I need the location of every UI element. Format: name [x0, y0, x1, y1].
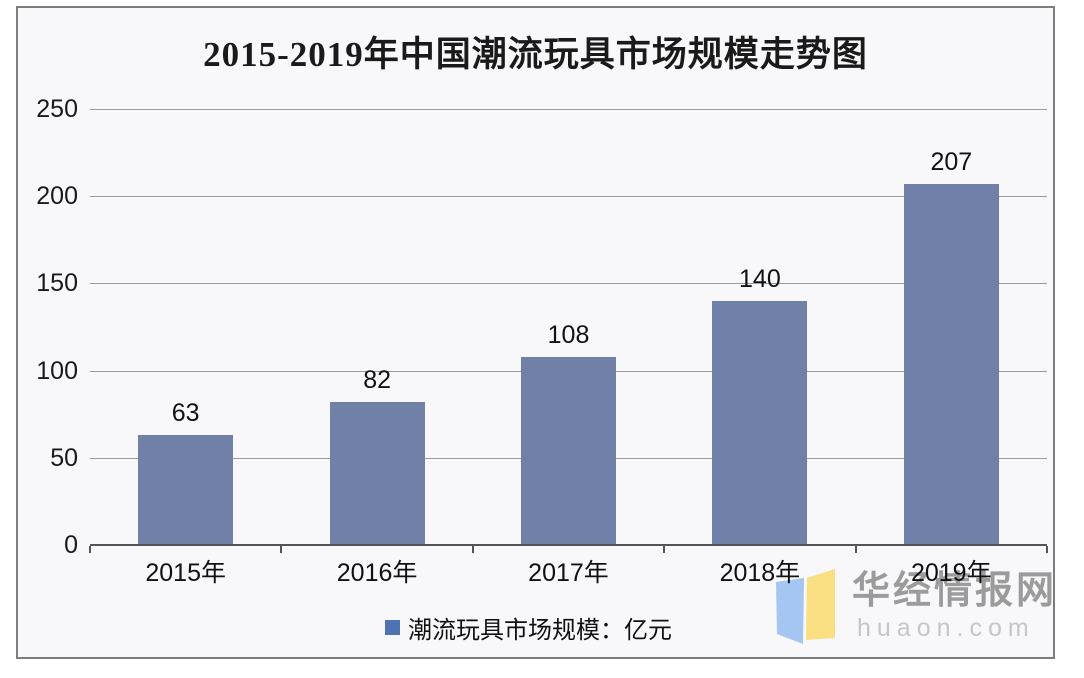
gridline-150 [90, 283, 1047, 285]
x-axis-tick [280, 546, 283, 553]
bar-2017年 [521, 356, 616, 545]
x-axis-tick [471, 546, 474, 553]
chart-title: 2015-2019年中国潮流玩具市场规模走势图 [203, 35, 868, 74]
y-axis-tick-label: 50 [50, 443, 78, 472]
bar-value-label: 140 [739, 264, 781, 293]
bar-2019年 [903, 183, 999, 545]
huaon-logo-icon [776, 569, 835, 644]
gridline-200 [90, 196, 1047, 198]
logo-left-page [776, 578, 804, 644]
x-axis-tick [663, 546, 666, 553]
bar-2015年 [138, 435, 234, 545]
x-axis-tick [1046, 546, 1048, 553]
x-axis-label-2018年: 2018年 [719, 559, 801, 587]
y-axis-tick-label: 200 [36, 182, 78, 211]
x-axis-label-2017年: 2017年 [528, 559, 609, 587]
bar-value-label: 207 [930, 147, 973, 176]
chart-frame: 2015-2019年中国潮流玩具市场规模走势图 0 50 100 150 200 250 6… [16, 6, 1055, 659]
y-axis-tick-label: 100 [36, 356, 78, 385]
gridline-250 [90, 109, 1047, 110]
logo-right-page [806, 569, 835, 640]
watermark-site-name: 华经情报网 [852, 570, 1058, 612]
x-axis-label-2016年: 2016年 [336, 559, 418, 587]
y-axis-tick-label: 250 [36, 95, 78, 123]
plot-area: 0 50 100 150 200 250 63 82 108 140 207 2015年 2016年 20… [18, 8, 1053, 657]
bar-value-label: 82 [363, 365, 391, 394]
x-axis-line [90, 544, 1047, 546]
legend-label: 潮流玩具市场规模：亿元 [408, 616, 672, 644]
bar-2016年 [329, 401, 425, 545]
bar-2018年 [712, 300, 808, 545]
watermark: 华经情报网 huaon.com [18, 8, 1054, 657]
watermark-domain: huaon.com [857, 614, 1035, 642]
x-axis-tick [89, 546, 91, 553]
bar-value-label: 63 [171, 399, 200, 428]
x-axis-tick [854, 546, 857, 553]
x-axis-label-2019年: 2019年 [910, 559, 992, 587]
bar-value-label: 108 [547, 320, 590, 349]
legend: 潮流玩具市场规模：亿元 [385, 611, 672, 644]
y-axis-tick-label: 150 [36, 269, 78, 298]
x-axis-label-2015年: 2015年 [145, 559, 226, 587]
y-axis-tick-label: 0 [64, 531, 78, 559]
legend-marker-swatch [385, 619, 400, 635]
